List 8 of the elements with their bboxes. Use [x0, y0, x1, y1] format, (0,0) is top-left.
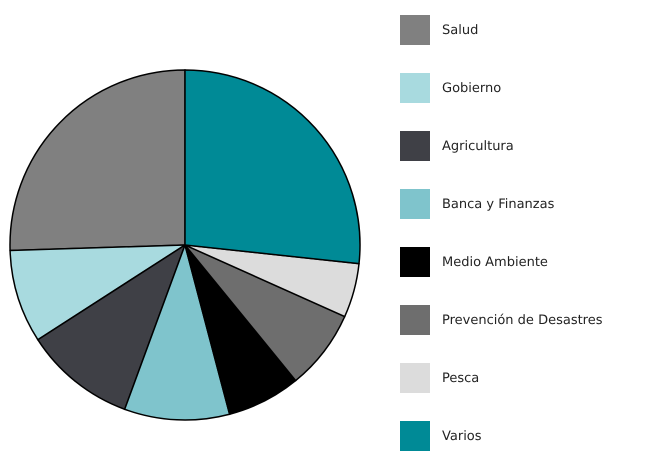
legend-label: Pesca: [442, 371, 480, 386]
legend-label: Salud: [442, 23, 478, 38]
legend-label: Banca y Finanzas: [442, 197, 555, 212]
legend-label: Varios: [442, 429, 482, 444]
legend-label: Gobierno: [442, 81, 502, 96]
legend-label: Medio Ambiente: [442, 255, 548, 270]
legend-label: Prevención de Desastres: [442, 313, 603, 328]
legend-label: Agricultura: [442, 139, 514, 154]
